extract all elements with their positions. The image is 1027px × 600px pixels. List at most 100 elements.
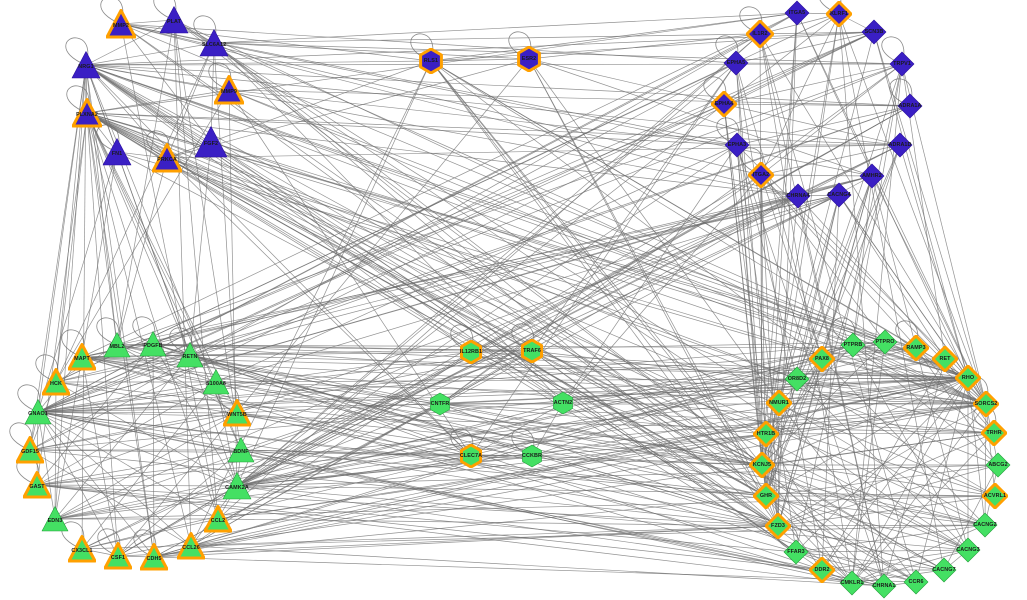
node-il12rb1[interactable] [459, 340, 483, 364]
triangle-shape [140, 543, 168, 571]
node-esr2[interactable] [516, 46, 542, 72]
node-edn3[interactable] [41, 505, 69, 533]
node-ret[interactable] [932, 346, 958, 372]
node-nrg1[interactable] [71, 50, 101, 80]
diamond-shape [903, 569, 929, 595]
node-epha5[interactable] [723, 50, 749, 76]
diamond-shape [753, 483, 779, 509]
diamond-shape [766, 390, 792, 416]
node-cntfr[interactable] [428, 392, 452, 416]
node-epha3[interactable] [724, 132, 750, 158]
diamond-shape [826, 182, 852, 208]
node-htr1b[interactable] [753, 421, 779, 447]
node-adra1d[interactable] [887, 132, 913, 158]
node-fgf2[interactable] [194, 125, 228, 159]
node-actn2[interactable] [551, 391, 575, 415]
node-nmur1[interactable] [766, 390, 792, 416]
node-camk2a[interactable] [222, 471, 252, 501]
node-itga5[interactable] [784, 0, 810, 26]
node-cacng7[interactable] [931, 557, 957, 583]
node-gast[interactable] [23, 471, 51, 499]
node-fzd3[interactable] [765, 513, 791, 539]
node-rho[interactable] [955, 365, 981, 391]
diamond-shape [753, 421, 779, 447]
diamond-shape [889, 51, 915, 77]
node-chrna1[interactable] [871, 573, 897, 599]
node-clec7a[interactable] [459, 444, 483, 468]
node-ccr6[interactable] [903, 569, 929, 595]
node-adra1a[interactable] [897, 93, 923, 119]
node-ptpro[interactable] [872, 329, 898, 355]
node-cckbr[interactable] [520, 444, 544, 468]
node-bdnf[interactable] [227, 436, 255, 464]
diamond-shape [785, 183, 811, 209]
node-klrf1[interactable] [826, 1, 852, 27]
triangle-shape [227, 437, 255, 463]
node-cacng3[interactable] [955, 537, 981, 563]
node-ptprb[interactable] [840, 332, 866, 358]
node-ddr2[interactable] [809, 557, 835, 583]
node-cx3cl1[interactable] [68, 535, 96, 563]
node-hck[interactable] [42, 368, 70, 396]
diamond-shape [809, 557, 835, 583]
node-abcg2[interactable] [985, 452, 1011, 478]
node-ramp3[interactable] [903, 335, 929, 361]
node-traf6[interactable] [520, 339, 544, 363]
node-plxna2[interactable] [72, 98, 102, 128]
node-mbl2[interactable] [103, 331, 131, 359]
node-mmp2[interactable] [106, 9, 136, 39]
node-il1r2[interactable] [746, 20, 774, 48]
triangle-shape [68, 343, 96, 371]
diamond-shape [973, 391, 999, 417]
hexagon-shape [522, 444, 542, 468]
node-sorcs2[interactable] [973, 391, 999, 417]
node-ghr[interactable] [753, 483, 779, 509]
node-itga2[interactable] [748, 162, 774, 188]
node-pax8[interactable] [809, 346, 835, 372]
triangle-shape [199, 29, 229, 57]
diamond-shape [784, 366, 810, 392]
node-cacng4[interactable] [826, 182, 852, 208]
node-plat[interactable] [159, 5, 189, 35]
node-cdh5[interactable] [140, 543, 168, 571]
node-ccl26[interactable] [177, 532, 205, 560]
node-or8d2[interactable] [784, 366, 810, 392]
node-cacng2[interactable] [972, 512, 998, 538]
node-acvrl1[interactable] [982, 483, 1008, 509]
node-scn3b[interactable] [861, 19, 887, 45]
node-fn1[interactable] [102, 137, 132, 167]
node-mapt[interactable] [68, 343, 96, 371]
triangle-shape [176, 342, 204, 368]
node-trhr[interactable] [981, 420, 1007, 446]
node-mmp9[interactable] [214, 75, 244, 105]
diamond-shape [982, 483, 1008, 509]
triangle-shape [222, 472, 252, 500]
node-prkca[interactable] [152, 143, 182, 173]
node-ffar3[interactable] [783, 539, 809, 565]
node-slc6a12[interactable] [199, 28, 229, 58]
node-gdf15[interactable] [16, 436, 44, 464]
node-pdgfb[interactable] [139, 330, 167, 358]
node-csf1[interactable] [104, 542, 132, 570]
diamond-shape [985, 452, 1011, 478]
node-epha4[interactable] [711, 91, 737, 117]
diamond-shape [809, 346, 835, 372]
node-amhr2[interactable] [859, 163, 885, 189]
node-cmklr1[interactable] [839, 570, 865, 596]
diamond-shape [972, 512, 998, 538]
triangle-shape [72, 98, 102, 128]
diamond-shape [887, 132, 913, 158]
node-wnt5b[interactable] [223, 399, 251, 427]
node-chrna4[interactable] [785, 183, 811, 209]
node-trpv1[interactable] [889, 51, 915, 77]
triangle-shape [68, 535, 96, 563]
node-retn[interactable] [176, 341, 204, 369]
node-gnao1[interactable] [24, 398, 52, 426]
diamond-shape [748, 162, 774, 188]
node-rls1[interactable] [418, 48, 444, 74]
node-s100a8[interactable] [202, 368, 230, 396]
node-ccl2[interactable] [204, 505, 232, 533]
node-kcnj5[interactable] [749, 452, 775, 478]
